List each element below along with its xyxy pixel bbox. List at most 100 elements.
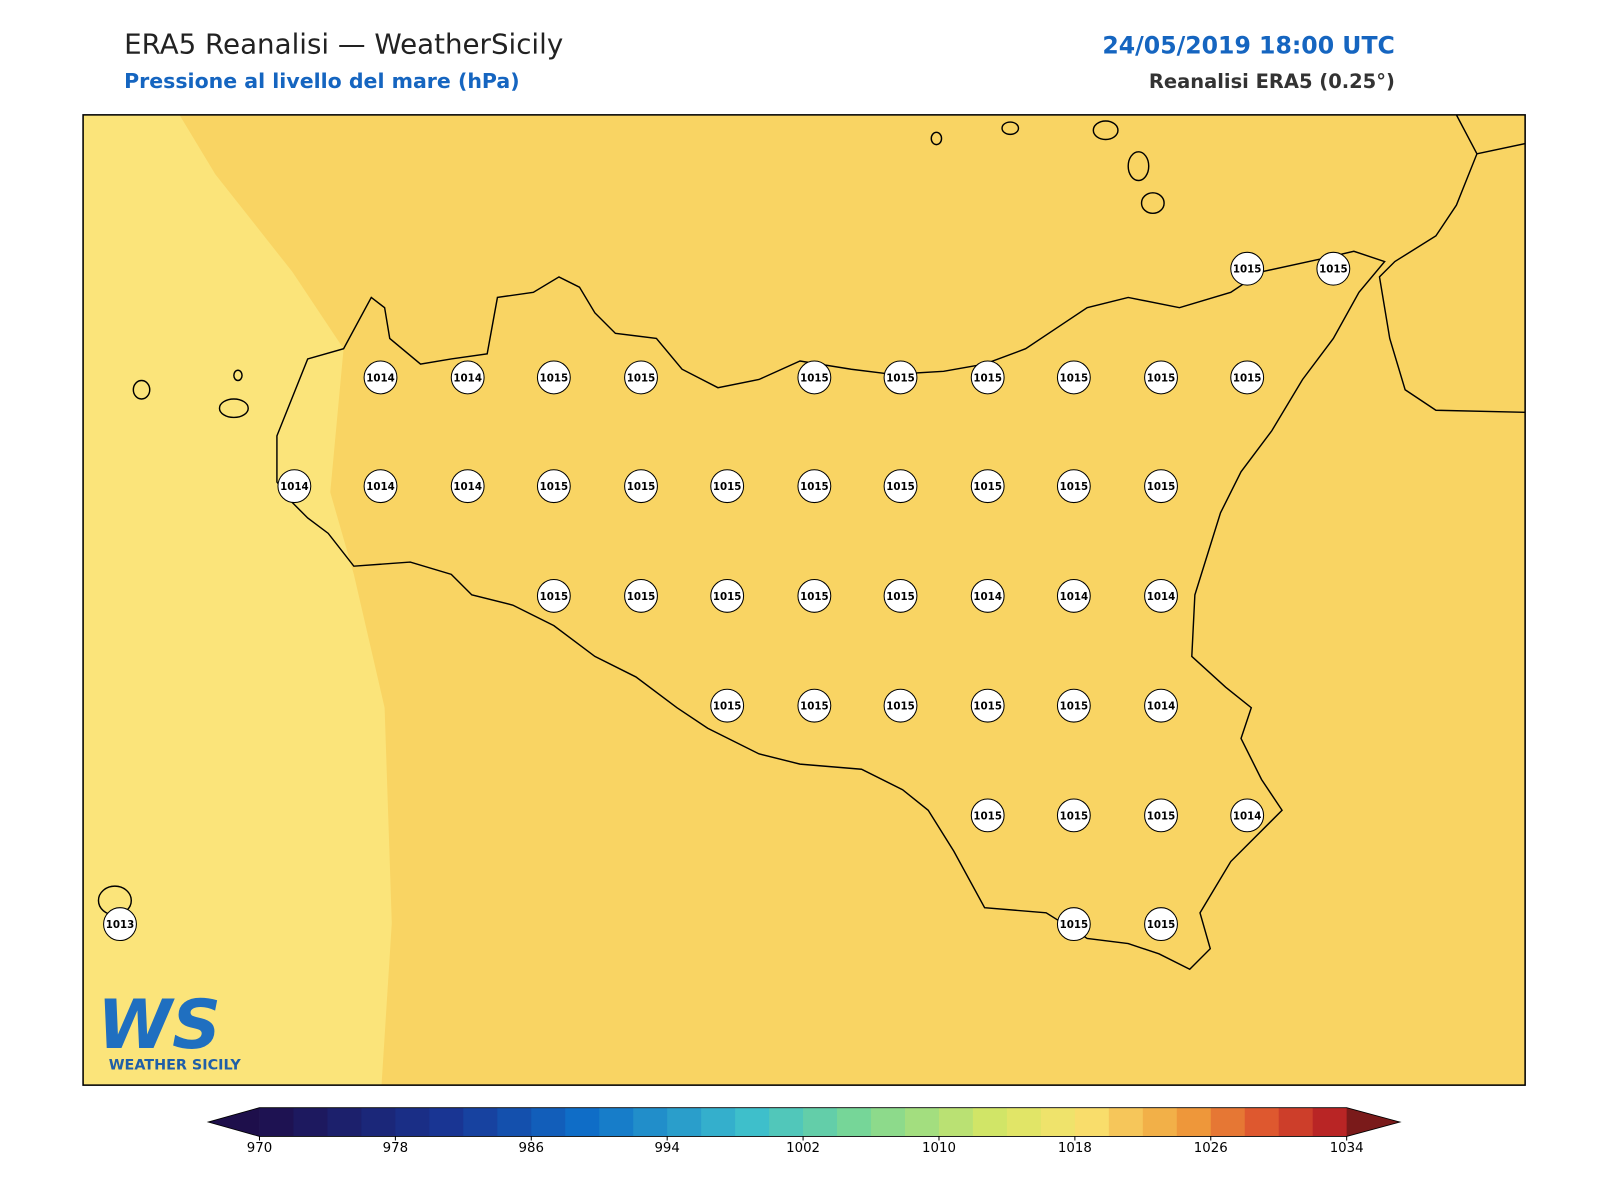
date: 24/05/2019 18:00 UTC xyxy=(1102,31,1394,59)
station-value: 1014 xyxy=(973,591,1002,603)
station-value: 1015 xyxy=(886,481,915,493)
station-value: 1015 xyxy=(540,481,569,493)
map-frame xyxy=(82,114,1526,1086)
station-value: 1015 xyxy=(1060,481,1089,493)
station-value: 1015 xyxy=(800,701,829,713)
station-marker xyxy=(1144,360,1178,395)
colorbar-bin xyxy=(1312,1107,1348,1137)
station-marker xyxy=(970,360,1005,395)
source: Reanalisi ERA5 (0.25°) xyxy=(1149,70,1395,93)
station-marker xyxy=(536,469,571,504)
station-marker xyxy=(624,360,658,395)
station-value: 1015 xyxy=(1233,372,1262,384)
station-marker xyxy=(1144,469,1178,504)
station-marker xyxy=(797,469,832,504)
station-marker xyxy=(797,578,832,613)
station-marker xyxy=(1144,907,1178,942)
station-value: 1015 xyxy=(713,481,742,493)
colorbar-bin xyxy=(327,1107,362,1137)
station-marker xyxy=(1230,251,1265,286)
colorbar-bin xyxy=(395,1107,430,1137)
station-marker xyxy=(1056,798,1091,833)
station-marker xyxy=(883,578,918,613)
station-marker xyxy=(883,688,918,723)
station-value: 1015 xyxy=(886,372,915,384)
colorbar-bin xyxy=(1210,1107,1246,1137)
station-marker xyxy=(1144,798,1178,833)
station-value: 1014 xyxy=(1147,701,1176,713)
station-marker xyxy=(970,688,1005,723)
colorbar-bin xyxy=(463,1107,498,1137)
colorbar-bin xyxy=(803,1107,838,1137)
colorbar-bin xyxy=(429,1107,464,1137)
colorbar-tick-label: 1010 xyxy=(922,1141,956,1156)
station-value: 1014 xyxy=(1233,810,1262,822)
colorbar-bin xyxy=(1006,1107,1042,1137)
station-value: 1014 xyxy=(366,372,395,384)
colorbar-bin xyxy=(667,1107,702,1137)
station-marker xyxy=(363,469,398,504)
station-marker xyxy=(797,688,832,723)
colorbar-bin xyxy=(565,1107,600,1137)
station-value: 1015 xyxy=(973,481,1002,493)
station-value: 1014 xyxy=(280,481,309,493)
station-marker xyxy=(883,360,918,395)
station-marker xyxy=(536,360,571,395)
station-marker xyxy=(1144,578,1178,613)
station-value: 1015 xyxy=(627,372,656,384)
station-value: 1015 xyxy=(713,701,742,713)
colorbar-bin xyxy=(1142,1107,1178,1137)
station-marker xyxy=(970,469,1005,504)
station-value: 1015 xyxy=(1147,372,1176,384)
station-value: 1015 xyxy=(540,372,569,384)
station-marker xyxy=(450,360,485,395)
station-marker xyxy=(970,578,1005,613)
station-value: 1015 xyxy=(886,591,915,603)
station-marker xyxy=(1230,360,1265,395)
station-marker xyxy=(624,578,658,613)
station-marker xyxy=(1056,360,1091,395)
colorbar-bin xyxy=(735,1107,770,1137)
colorbar-bin xyxy=(1244,1107,1280,1137)
colorbar-tick-label: 986 xyxy=(519,1141,544,1156)
station-value: 1013 xyxy=(106,919,135,931)
colorbar-bin xyxy=(531,1107,566,1137)
colorbar-bin xyxy=(293,1107,328,1137)
station-value: 1015 xyxy=(800,481,829,493)
station-value: 1015 xyxy=(627,591,656,603)
station-marker xyxy=(1144,688,1178,723)
station-value: 1014 xyxy=(1060,591,1089,603)
colorbar-bin xyxy=(1278,1107,1314,1137)
colorbar-bin xyxy=(259,1107,294,1137)
station-value: 1015 xyxy=(1060,701,1089,713)
station-value: 1015 xyxy=(1319,264,1348,276)
station-marker xyxy=(1056,578,1091,613)
colorbar-bin xyxy=(497,1107,532,1137)
logo-caption: WEATHER SICILY xyxy=(109,1058,242,1074)
colorbar-tick-label: 1026 xyxy=(1194,1141,1228,1156)
station-marker xyxy=(883,469,918,504)
station-value: 1015 xyxy=(973,810,1002,822)
station-marker xyxy=(1230,798,1265,833)
colorbar-bin xyxy=(701,1107,736,1137)
station-value: 1015 xyxy=(713,591,742,603)
station-marker xyxy=(1056,469,1091,504)
station-marker xyxy=(710,578,745,613)
colorbar-bin xyxy=(633,1107,668,1137)
logo: WS WEATHER SICILY xyxy=(97,985,241,1074)
coastline xyxy=(97,114,1526,971)
station-marker xyxy=(363,360,398,395)
station-marker xyxy=(710,688,745,723)
station-value: 1015 xyxy=(800,591,829,603)
station-marker xyxy=(103,907,137,942)
stations: 1015 1015 1014 1014 1015 1015 1015 1015 1015 1015… xyxy=(103,251,1351,942)
station-value: 1015 xyxy=(800,372,829,384)
colorbar-tick-label: 978 xyxy=(383,1141,408,1156)
station-value: 1015 xyxy=(1147,481,1176,493)
station-value: 1015 xyxy=(973,701,1002,713)
colorbar-tick-label: 994 xyxy=(654,1141,679,1156)
colorbar-bin xyxy=(972,1107,1008,1137)
